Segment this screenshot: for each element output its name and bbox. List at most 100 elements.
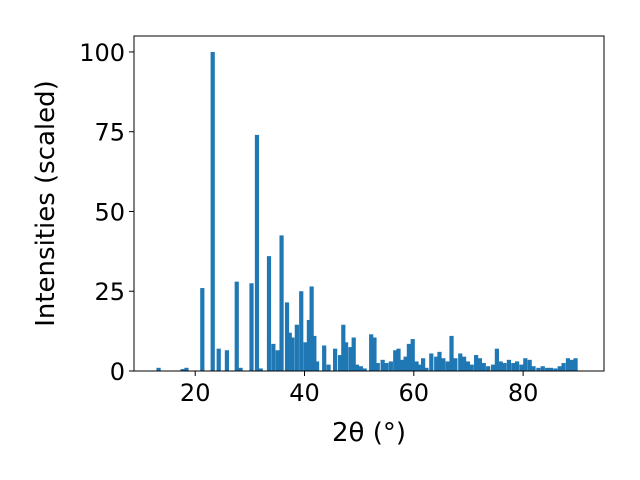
x-tick-label: 20 (180, 379, 211, 407)
bar (414, 361, 419, 371)
bar (545, 367, 550, 371)
bar (238, 367, 243, 371)
bar (380, 359, 385, 371)
y-axis-label: Intensities (scaled) (31, 80, 61, 327)
plot-frame (133, 35, 605, 372)
bar (234, 281, 239, 371)
bar (375, 363, 380, 371)
bar (429, 353, 434, 371)
y-tick-label: 100 (79, 39, 125, 67)
bar (449, 335, 454, 371)
bar (421, 358, 426, 371)
bar (351, 337, 356, 371)
bar (322, 345, 327, 371)
x-tick-label: 60 (399, 379, 430, 407)
bar (437, 351, 442, 371)
bar (343, 342, 349, 371)
bar (266, 256, 272, 371)
bar (406, 343, 411, 371)
bar (540, 366, 545, 371)
bar (469, 364, 474, 371)
bar (333, 348, 338, 371)
y-tick-label: 25 (94, 278, 125, 306)
bar (312, 335, 317, 371)
bar (445, 361, 450, 371)
bar (465, 361, 471, 371)
bar (200, 288, 205, 371)
bar (290, 337, 295, 371)
x-tick-label: 80 (508, 379, 539, 407)
bar (434, 356, 439, 371)
bar (548, 367, 554, 371)
bar (536, 367, 541, 371)
bar (341, 324, 346, 371)
bar (210, 51, 215, 371)
bar (299, 291, 304, 371)
bar (348, 347, 353, 371)
bar (384, 363, 389, 371)
bar (369, 334, 374, 371)
bar (303, 342, 308, 371)
y-tick-label: 50 (94, 198, 125, 226)
bar (306, 319, 311, 371)
x-tick-label: 40 (289, 379, 320, 407)
bar (287, 332, 292, 371)
bar (515, 361, 520, 371)
bar (180, 369, 185, 371)
bar (490, 364, 496, 371)
bar (458, 353, 463, 371)
bar (417, 364, 422, 371)
bar (573, 358, 578, 371)
bar (565, 358, 571, 371)
bar-series (156, 51, 578, 371)
bar (271, 343, 276, 371)
bar (156, 367, 161, 371)
bar (481, 363, 486, 371)
y-tick-label: 75 (94, 119, 125, 147)
bar (477, 358, 483, 371)
bar (216, 348, 221, 371)
bar (553, 368, 558, 371)
bar (486, 366, 491, 371)
bar (498, 361, 503, 371)
bar (400, 359, 405, 371)
bar (358, 366, 363, 371)
bar (224, 350, 230, 371)
bar (403, 356, 408, 371)
y-axis-ticks: 0 25 50 75 100 (79, 39, 134, 386)
bar (531, 366, 536, 371)
bar (453, 358, 458, 371)
bar (569, 359, 574, 371)
bar (461, 356, 467, 371)
bar (424, 367, 429, 371)
bar (393, 350, 398, 371)
bar (258, 368, 263, 371)
bar (523, 358, 528, 371)
bar (184, 367, 189, 371)
bar (294, 324, 299, 371)
bar (388, 361, 393, 371)
bar (410, 339, 415, 371)
bar (354, 364, 360, 371)
bar (314, 361, 320, 371)
bar (372, 337, 377, 371)
bar (557, 366, 562, 371)
bar (362, 368, 367, 371)
y-tick-label: 0 (110, 358, 125, 386)
bar (279, 235, 284, 371)
bar (441, 358, 446, 371)
bar (337, 355, 343, 371)
bar (396, 348, 401, 371)
bar (519, 364, 524, 371)
x-axis-ticks: 20 40 60 80 (180, 371, 538, 407)
bar (326, 364, 331, 371)
bar (511, 363, 516, 371)
bar (506, 359, 512, 371)
bar (275, 350, 280, 371)
bar (284, 302, 290, 371)
bar (474, 355, 479, 371)
bar (249, 283, 254, 371)
x-axis-label: 2θ (°) (332, 418, 406, 448)
bar (494, 348, 499, 371)
